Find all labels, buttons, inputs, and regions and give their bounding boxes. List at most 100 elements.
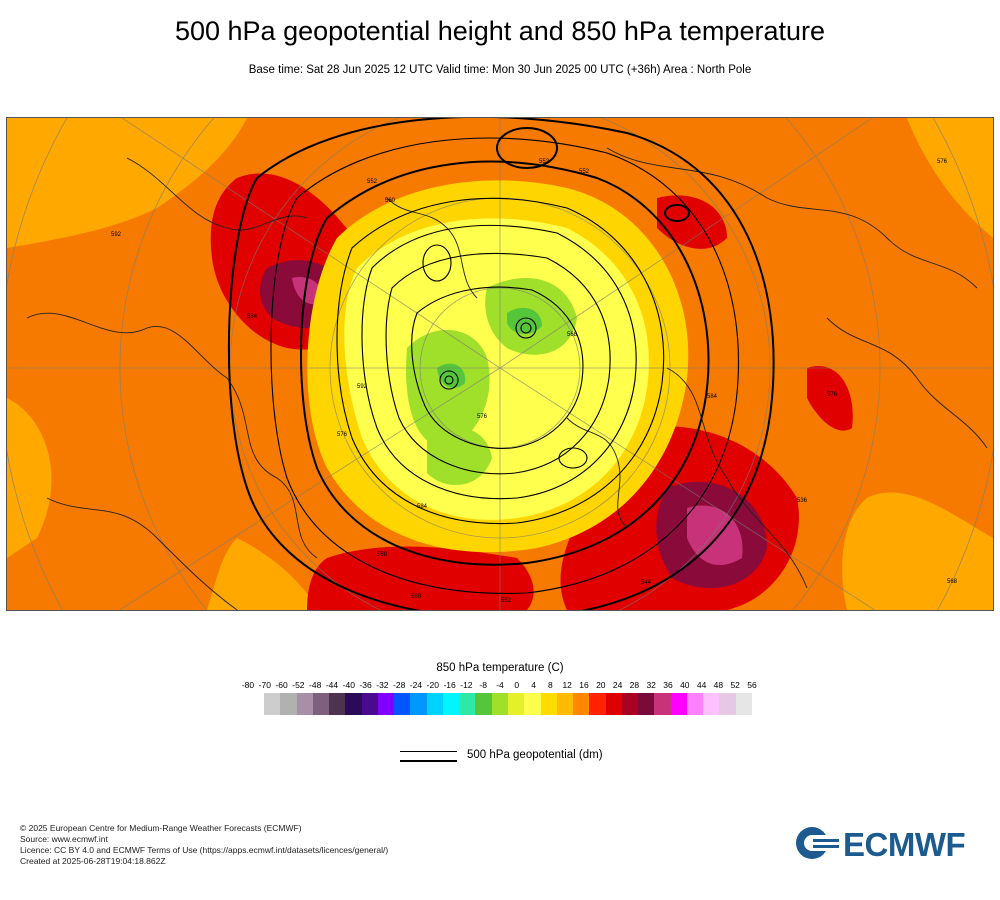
contour-label: 568 xyxy=(947,579,958,585)
legend-tick-label: -52 xyxy=(292,680,305,690)
color-swatch xyxy=(491,693,508,715)
graticule xyxy=(7,118,993,610)
legend-tick-label: -36 xyxy=(359,680,372,690)
legend-tick-label: 52 xyxy=(730,680,740,690)
color-swatch xyxy=(719,693,736,715)
legend-tick-label: -24 xyxy=(409,680,423,690)
legend-tick-label: 8 xyxy=(548,680,553,690)
color-swatch xyxy=(703,693,720,715)
legend-tick-label: -80 xyxy=(241,680,255,690)
contour-label: 568 xyxy=(567,332,578,338)
ecmwf-logo: ECMWF xyxy=(795,826,985,863)
legend-tick-label: 12 xyxy=(562,680,572,690)
contour-label: 552 xyxy=(501,598,512,604)
weather-map: 552 552 552 560 568 576 584 592 576 568 … xyxy=(6,117,994,611)
color-swatch xyxy=(459,693,476,715)
legend-tick-label: -60 xyxy=(275,680,288,690)
line-sample-thick xyxy=(400,760,457,762)
color-swatch xyxy=(312,693,330,715)
legend-tick-label: 40 xyxy=(680,680,690,690)
color-swatch xyxy=(540,693,557,715)
legend-tick-label: 24 xyxy=(612,680,623,690)
legend-tick-label: -4 xyxy=(496,680,504,690)
color-swatch xyxy=(426,693,443,715)
color-swatch xyxy=(507,693,525,715)
color-swatch xyxy=(686,693,704,715)
contour-label: 552 xyxy=(579,169,590,175)
legend-tick-label: -48 xyxy=(309,680,322,690)
color-swatch xyxy=(573,693,590,715)
footer-copyright: © 2025 European Centre for Medium-Range … xyxy=(20,823,302,833)
line-legend: 500 hPa geopotential (dm) xyxy=(400,748,700,768)
color-swatch xyxy=(621,693,639,715)
legend-tick-label: -70 xyxy=(258,680,271,690)
footer-created: Created at 2025-06-28T19:04:18.862Z xyxy=(20,856,166,866)
contour-label: 584 xyxy=(707,394,718,400)
color-swatch xyxy=(442,693,460,715)
ocean-warm-s xyxy=(207,538,317,610)
color-swatch xyxy=(410,693,427,715)
contour-label: 536 xyxy=(797,498,808,504)
ocean-warm-se xyxy=(842,492,993,610)
contour-label: 576 xyxy=(937,159,948,165)
color-swatch xyxy=(280,693,297,715)
color-swatch xyxy=(735,693,752,715)
cool-region-mid xyxy=(344,218,649,520)
chart-subtitle: Base time: Sat 28 Jun 2025 12 UTC Valid … xyxy=(248,64,752,76)
contour-label: 576 xyxy=(337,432,348,438)
contour-label: 584 xyxy=(247,314,258,320)
footer: © 2025 European Centre for Medium-Range … xyxy=(20,823,388,867)
legend-tick-label: 44 xyxy=(696,680,707,690)
chart-title: 500 hPa geopotential height and 850 hPa … xyxy=(174,16,825,46)
legend-tick-label: -8 xyxy=(479,680,487,690)
hot-region-ne xyxy=(657,195,727,249)
color-swatch xyxy=(345,693,362,715)
legend-tick-label: 32 xyxy=(646,680,656,690)
contour-label: 560 xyxy=(385,198,396,204)
legend-tick-label: 48 xyxy=(713,680,724,690)
color-swatch xyxy=(329,693,346,715)
contour-label: 576 xyxy=(827,392,838,398)
legend-tick-label: 16 xyxy=(579,680,589,690)
ecmwf-logo-text: ECMWF xyxy=(843,826,966,863)
line-sample-thin xyxy=(400,751,457,752)
legend-tick-label: 28 xyxy=(629,680,640,690)
color-swatch xyxy=(296,693,313,715)
contour-labels: 552 552 552 560 568 576 584 592 576 568 … xyxy=(111,159,958,604)
color-swatch xyxy=(361,693,378,715)
map-svg: 552 552 552 560 568 576 584 592 576 568 … xyxy=(7,118,993,610)
contour-label: 552 xyxy=(539,159,550,165)
color-swatch xyxy=(377,693,395,715)
color-swatch xyxy=(654,693,671,715)
legend-tick-label: 36 xyxy=(663,680,673,690)
contour-label: 544 xyxy=(641,580,652,586)
color-swatch xyxy=(638,693,655,715)
color-swatch xyxy=(589,693,606,715)
cold-pool-3 xyxy=(427,427,492,485)
contour-label: 568 xyxy=(377,552,388,558)
contour-label: 592 xyxy=(111,232,122,238)
contour-label: 560 xyxy=(411,594,422,600)
contour-label: 592 xyxy=(357,384,368,390)
color-scale xyxy=(264,693,752,715)
legend-tick-label: -12 xyxy=(460,680,473,690)
footer-licence: Licence: CC BY 4.0 and ECMWF Terms of Us… xyxy=(20,845,389,855)
color-swatch xyxy=(264,693,281,715)
geopotential-contours xyxy=(227,118,775,610)
legend-tick-label: -44 xyxy=(325,680,339,690)
color-swatch xyxy=(524,693,541,715)
legend-tick-label: 56 xyxy=(747,680,757,690)
legend-tick-label: -40 xyxy=(342,680,355,690)
color-swatch xyxy=(605,693,622,715)
legend-tick-label: 20 xyxy=(596,680,606,690)
contour-label: 584 xyxy=(417,504,428,510)
hot-region-e xyxy=(807,366,853,431)
ecmwf-logo-icon xyxy=(796,827,839,859)
legend-tick-label: -32 xyxy=(376,680,389,690)
ocean-warm-ne xyxy=(907,118,993,238)
color-swatch xyxy=(475,693,492,715)
color-swatch xyxy=(556,693,574,715)
legend-tick-label: -28 xyxy=(393,680,406,690)
ocean-warm-nw xyxy=(7,118,247,248)
color-swatch xyxy=(394,693,411,715)
